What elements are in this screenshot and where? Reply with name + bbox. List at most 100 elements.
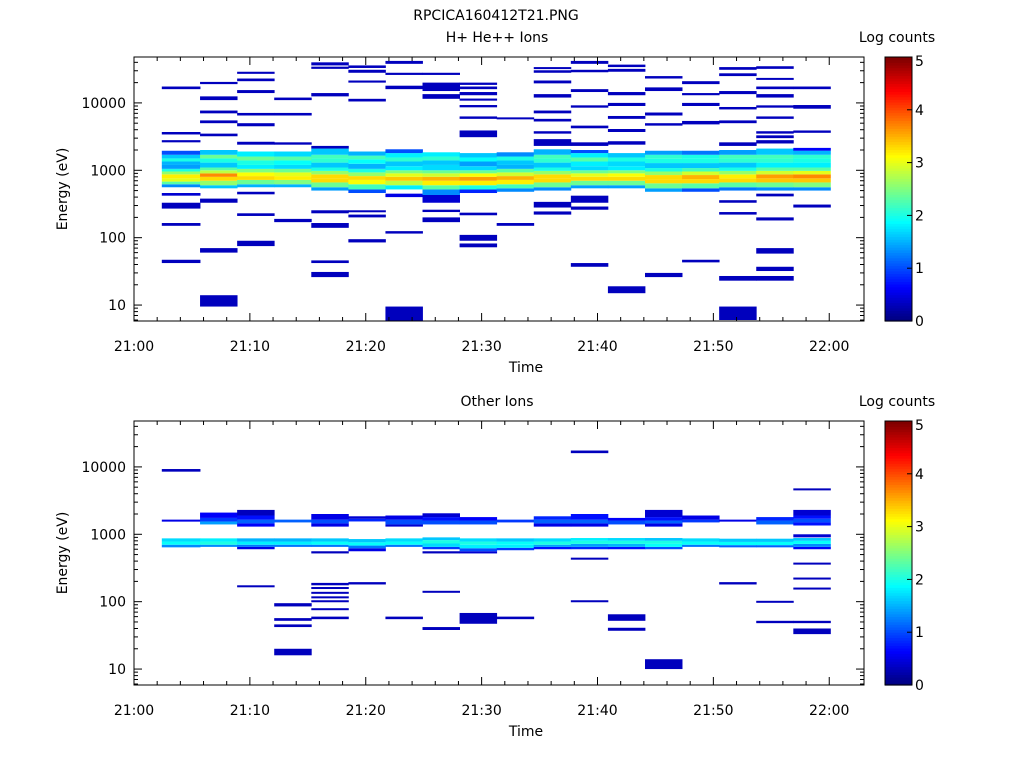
heatmap-cell bbox=[422, 180, 460, 186]
colorbar-swatch bbox=[885, 523, 912, 528]
heatmap-cell bbox=[422, 170, 460, 174]
heatmap-cell bbox=[570, 538, 609, 541]
colorbar-swatch bbox=[885, 550, 912, 554]
colorbar-swatch bbox=[885, 508, 912, 512]
heatmap-cell bbox=[161, 161, 201, 165]
heatmap-cell bbox=[793, 170, 831, 175]
heatmap-cell bbox=[422, 590, 460, 593]
heatmap-cell bbox=[719, 545, 757, 548]
heatmap-cell bbox=[570, 60, 609, 64]
heatmap-cell bbox=[496, 160, 535, 165]
colorbar-swatch bbox=[885, 99, 912, 103]
heatmap-cell bbox=[793, 154, 831, 159]
heatmap-cell bbox=[348, 582, 386, 585]
heatmap-cell bbox=[459, 243, 498, 248]
heatmap-cell bbox=[756, 131, 794, 134]
colorbar-swatch bbox=[885, 487, 912, 491]
colorbar-swatch bbox=[885, 542, 912, 546]
colorbar-swatch bbox=[885, 125, 912, 129]
colorbar-swatch bbox=[885, 489, 912, 493]
heatmap-cell bbox=[237, 151, 275, 157]
heatmap-cell bbox=[385, 193, 423, 198]
heatmap-cell bbox=[682, 519, 720, 523]
heatmap-cell bbox=[385, 149, 423, 154]
heatmap-cell bbox=[385, 515, 423, 520]
panel-title: H+ He++ Ions bbox=[446, 30, 549, 46]
heatmap-cell bbox=[422, 194, 460, 203]
heatmap-cell bbox=[756, 158, 794, 163]
heatmap-cell bbox=[570, 166, 609, 171]
colorbar-swatch bbox=[885, 518, 912, 522]
colorbar-swatch bbox=[885, 553, 912, 557]
heatmap-cell bbox=[237, 90, 275, 94]
heatmap-cell bbox=[756, 167, 794, 171]
x-tick-label: 22:00 bbox=[809, 703, 849, 719]
heatmap-cell bbox=[607, 115, 646, 119]
heatmap-cell bbox=[719, 154, 757, 159]
heatmap-cell bbox=[682, 188, 720, 192]
heatmap-cell bbox=[161, 519, 201, 522]
heatmap-cell bbox=[200, 120, 238, 124]
colorbar-swatch bbox=[885, 645, 912, 649]
heatmap-cell bbox=[385, 524, 423, 527]
colorbar-swatch bbox=[885, 173, 912, 177]
colorbar-swatch bbox=[885, 262, 912, 267]
colorbar-swatch bbox=[885, 468, 912, 472]
colorbar-swatch bbox=[885, 545, 912, 549]
heatmap-cell bbox=[793, 620, 831, 624]
heatmap-cell bbox=[496, 538, 535, 542]
heatmap bbox=[161, 450, 831, 670]
heatmap-cell bbox=[422, 72, 460, 75]
colorbar-swatch bbox=[885, 278, 912, 282]
heatmap-cell bbox=[645, 112, 683, 116]
heatmap-cell bbox=[719, 541, 757, 546]
heatmap-cell bbox=[459, 92, 498, 96]
heatmap-cell bbox=[682, 150, 720, 155]
heatmap-cell bbox=[533, 174, 572, 179]
heatmap-cell bbox=[161, 86, 201, 90]
colorbar-swatch bbox=[885, 634, 912, 639]
y-tick-label: 100 bbox=[99, 231, 126, 247]
heatmap-cell bbox=[793, 587, 831, 590]
colorbar-swatch bbox=[885, 447, 912, 451]
colorbar-swatch bbox=[885, 492, 912, 496]
heatmap-cell bbox=[311, 600, 349, 603]
heatmap-cell bbox=[719, 91, 757, 95]
heatmap-cell bbox=[682, 154, 720, 159]
heatmap-cell bbox=[311, 174, 349, 179]
heatmap-cell bbox=[311, 587, 349, 590]
heatmap-cell bbox=[533, 67, 572, 70]
heatmap-cell bbox=[533, 110, 572, 114]
colorbar-swatch bbox=[885, 473, 912, 478]
heatmap-cell bbox=[459, 541, 498, 545]
heatmap-cell bbox=[719, 275, 757, 281]
heatmap-cell bbox=[237, 213, 275, 216]
heatmap-cell bbox=[756, 162, 794, 168]
colorbar-swatch bbox=[885, 210, 912, 214]
colorbar-swatch bbox=[885, 452, 912, 456]
heatmap-cell bbox=[422, 152, 460, 157]
heatmap-cell bbox=[200, 133, 238, 137]
colorbar-swatch bbox=[885, 191, 912, 195]
heatmap-cell bbox=[200, 198, 238, 203]
heatmap-cell bbox=[237, 168, 275, 173]
heatmap-cell bbox=[756, 182, 794, 188]
colorbar-swatch bbox=[885, 91, 912, 95]
colorbar-swatch bbox=[885, 75, 912, 79]
heatmap-cell bbox=[237, 156, 275, 161]
heatmap-cell bbox=[756, 86, 794, 90]
heatmap-cell bbox=[459, 544, 498, 549]
colorbar-swatch bbox=[885, 149, 912, 153]
heatmap-cell bbox=[496, 164, 535, 169]
heatmap-cell bbox=[719, 306, 757, 321]
heatmap-cell bbox=[793, 522, 831, 526]
colorbar-swatch bbox=[885, 270, 912, 275]
colorbar-swatch bbox=[885, 603, 912, 607]
heatmap-cell bbox=[311, 93, 349, 97]
x-tick-label: 21:40 bbox=[577, 339, 617, 355]
colorbar-swatch bbox=[885, 165, 912, 169]
colorbar-swatch bbox=[885, 146, 912, 150]
heatmap-cell bbox=[533, 178, 572, 183]
heatmap-cell bbox=[422, 627, 460, 630]
heatmap-cell bbox=[793, 562, 831, 565]
